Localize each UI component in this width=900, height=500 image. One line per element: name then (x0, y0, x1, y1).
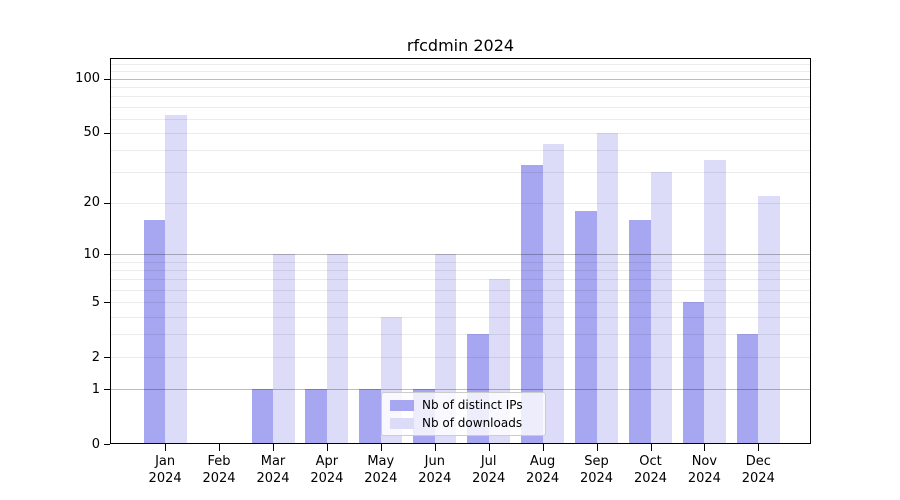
plot-area (110, 58, 811, 444)
y-tick-mark-10 (104, 254, 110, 256)
bar-downloads-10 (704, 160, 726, 444)
gridline-1 (110, 389, 811, 391)
bar-ips-4 (359, 389, 381, 444)
bar-ips-11 (736, 334, 759, 444)
x-tick-mark-8 (596, 444, 598, 451)
y-tick-label-20: 20 (83, 195, 100, 211)
x-tick-mark-0 (165, 444, 167, 451)
legend-item-0: Nb of distinct IPs (390, 398, 537, 412)
x-tick-mark-6 (488, 444, 490, 451)
bar-ips-8 (575, 210, 597, 444)
y-tick-label-1: 1 (91, 381, 100, 397)
y-tick-mark-50 (104, 132, 110, 134)
bar-ips-7 (521, 164, 543, 444)
x-tick-mark-9 (650, 444, 652, 451)
x-tick-mark-10 (704, 444, 706, 451)
x-tick-mark-11 (758, 444, 760, 451)
x-tick-label-6: Jul 2024 (472, 454, 506, 486)
x-tick-label-4: May 2024 (364, 454, 398, 486)
x-tick-mark-3 (326, 444, 328, 451)
bar-ips-2 (251, 389, 273, 444)
legend: Nb of distinct IPs Nb of downloads (381, 392, 546, 436)
gridline-110 (110, 71, 811, 73)
legend-swatch-0 (390, 399, 414, 411)
x-tick-mark-5 (434, 444, 436, 451)
legend-label-0: Nb of distinct IPs (422, 398, 523, 412)
gridline-40 (110, 150, 811, 151)
bar-downloads-7 (542, 144, 565, 444)
x-tick-label-1: Feb 2024 (202, 454, 236, 486)
bar-downloads-2 (273, 254, 295, 444)
bar-downloads-3 (326, 254, 349, 444)
gridline-6 (110, 289, 811, 291)
bar-ips-0 (143, 219, 166, 444)
y-tick-label-2: 2 (91, 349, 100, 365)
gridline-70 (110, 106, 811, 108)
gridline-30 (110, 172, 811, 174)
gridline-2 (110, 357, 811, 358)
legend-item-1: Nb of downloads (390, 416, 537, 430)
y-tick-mark-1 (104, 389, 110, 391)
y-tick-mark-2 (104, 357, 110, 358)
y-tick-mark-5 (104, 302, 110, 304)
gridline-4 (110, 316, 811, 318)
gridline-3 (110, 334, 811, 336)
x-tick-label-8: Sep 2024 (579, 454, 614, 486)
x-tick-mark-7 (542, 444, 544, 451)
bar-downloads-9 (650, 172, 672, 444)
y-tick-label-100: 100 (75, 71, 100, 87)
x-tick-label-10: Nov 2024 (687, 454, 721, 486)
y-tick-mark-20 (104, 202, 110, 204)
gridline-7 (110, 279, 811, 281)
gridline-8 (110, 270, 811, 271)
bar-downloads-8 (596, 132, 618, 444)
legend-swatch-1 (390, 417, 414, 429)
y-tick-label-5: 5 (91, 294, 100, 310)
y-tick-mark-100 (104, 78, 110, 80)
y-tick-label-0: 0 (91, 436, 100, 452)
gridline-100 (110, 78, 811, 80)
gridline-60 (110, 118, 811, 120)
gridline-50 (110, 132, 811, 134)
y-tick-label-10: 10 (83, 246, 100, 262)
x-tick-label-5: Jun 2024 (418, 454, 452, 486)
x-tick-label-0: Jan 2024 (148, 454, 182, 486)
legend-label-1: Nb of downloads (422, 416, 523, 430)
bar-ips-3 (305, 389, 327, 444)
gridline-90 (110, 86, 811, 88)
gridline-120 (110, 64, 811, 66)
bar-ips-9 (629, 219, 651, 444)
x-tick-label-11: Dec 2024 (741, 454, 775, 486)
gridline-10 (110, 254, 811, 256)
y-tick-label-50: 50 (83, 125, 100, 141)
y-tick-mark-0 (104, 444, 110, 445)
x-tick-label-2: Mar 2024 (256, 454, 290, 486)
x-tick-label-3: Apr 2024 (310, 454, 344, 486)
bar-downloads-0 (165, 114, 187, 444)
x-tick-mark-1 (219, 444, 220, 451)
x-tick-label-9: Oct 2024 (633, 454, 668, 486)
gridline-20 (110, 202, 811, 204)
bar-downloads-11 (758, 195, 780, 444)
chart-title: rfcdmin 2024 (406, 36, 515, 55)
gridline-80 (110, 96, 811, 98)
x-tick-label-7: Aug 2024 (526, 454, 560, 486)
gridline-5 (110, 302, 811, 304)
x-tick-mark-2 (273, 444, 274, 451)
bar-ips-10 (682, 302, 705, 444)
x-tick-mark-4 (380, 444, 382, 451)
gridline-9 (110, 261, 811, 263)
